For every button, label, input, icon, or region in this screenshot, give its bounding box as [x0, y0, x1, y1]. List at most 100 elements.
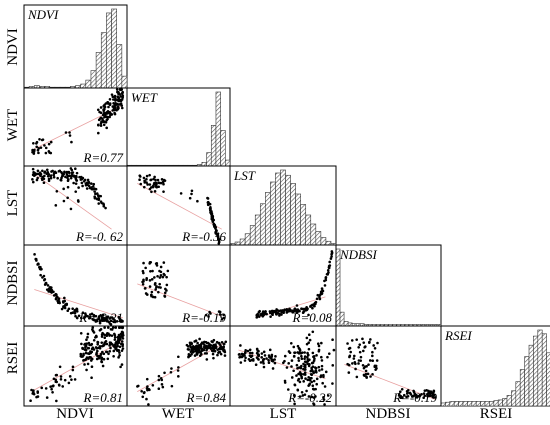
scatter-point: [116, 343, 119, 346]
scatter-point: [93, 318, 97, 322]
scatter-point: [271, 310, 275, 314]
scatter-point: [82, 358, 86, 362]
scatter-point: [355, 375, 359, 379]
scatter-point: [108, 344, 111, 347]
scatter-point: [292, 345, 296, 349]
scatter-point: [94, 346, 98, 349]
scatter-point: [113, 332, 116, 336]
scatter-panel-lst-vs-ndvi: R=-0. 62: [23, 165, 128, 246]
scatter-point: [193, 354, 197, 357]
scatter-point: [402, 393, 406, 397]
scatter-point: [80, 181, 84, 185]
hist-bar: [300, 204, 307, 246]
scatter-point: [305, 336, 309, 340]
scatter-point: [43, 170, 47, 174]
histogram-title-wet: WET: [131, 90, 158, 105]
scatter-point: [426, 394, 429, 398]
scatter-point: [105, 332, 109, 336]
scatter-point: [157, 285, 161, 289]
scatter-point: [97, 118, 101, 122]
scatter-point: [371, 359, 375, 363]
scatter-point: [311, 351, 315, 355]
scatter-point: [244, 348, 247, 352]
hist-bar: [445, 401, 451, 407]
scatter-point: [430, 391, 434, 395]
scatter-point: [80, 342, 83, 346]
scatter-point: [55, 380, 58, 384]
scatter-point: [254, 363, 258, 367]
scatter-point: [146, 385, 149, 388]
scatter-point: [163, 291, 167, 295]
scatter-point: [283, 379, 287, 383]
scatter-point: [120, 349, 124, 352]
scatter-point: [105, 126, 108, 130]
scatter-point: [153, 190, 157, 193]
scatter-point: [309, 373, 313, 376]
scatter-point: [81, 184, 84, 188]
scatter-point: [148, 279, 152, 282]
scatter-point: [365, 376, 368, 379]
scatter-point: [57, 299, 61, 303]
scatter-point: [77, 200, 80, 203]
scatter-point: [55, 373, 59, 377]
scatter-point: [311, 303, 314, 307]
scatter-point: [59, 375, 63, 378]
scatter-point: [36, 395, 40, 398]
scatter-point: [278, 314, 281, 317]
correlation-label: R=0.77: [83, 150, 124, 165]
scatter-point: [364, 369, 368, 373]
scatter-point: [141, 269, 145, 273]
scatter-point: [302, 380, 305, 383]
histogram-panel-ndbsi: NDBSI: [335, 244, 442, 327]
scatter-point: [222, 342, 226, 346]
scatter-point: [311, 330, 315, 334]
scatter-point: [41, 169, 44, 173]
scatter-point: [54, 297, 58, 301]
scatter-point: [146, 388, 149, 392]
scatter-point: [158, 282, 161, 286]
hist-bar: [458, 401, 464, 407]
hist-bar: [480, 401, 486, 407]
scatter-point: [64, 131, 68, 134]
scatter-point: [96, 197, 99, 201]
scatter-point: [65, 303, 68, 306]
scatter-point: [267, 358, 270, 362]
scatter-point: [113, 95, 116, 99]
scatter-point: [100, 335, 104, 338]
scatter-panel-rsei-vs-lst: R=-0.22: [229, 325, 337, 407]
scatter-point: [105, 316, 109, 319]
scatter-point: [316, 293, 320, 297]
trend-line: [34, 340, 124, 391]
scatter-point: [154, 288, 157, 291]
scatter-point: [373, 364, 377, 368]
scatter-point: [103, 113, 107, 117]
scatter-point: [91, 317, 95, 321]
scatter-point: [190, 348, 194, 351]
scatter-point: [110, 334, 114, 337]
scatter-point: [273, 358, 276, 361]
scatter-point: [149, 269, 152, 273]
scatter-point: [114, 101, 117, 105]
scatter-point: [288, 351, 292, 355]
scatter-point: [62, 199, 66, 203]
scatter-point: [113, 108, 117, 111]
scatter-point: [150, 278, 154, 281]
scatter-point: [115, 88, 119, 91]
scatter-point: [300, 357, 304, 361]
scatter-point: [159, 181, 163, 185]
scatter-point: [162, 190, 165, 193]
scatter-point: [218, 343, 222, 346]
scatter-point: [268, 311, 272, 315]
scatter-point: [350, 339, 354, 342]
scatter-point: [313, 301, 317, 305]
hist-bar: [210, 125, 217, 167]
scatter-point: [99, 124, 103, 127]
hist-bar: [467, 401, 473, 407]
hist-bar: [206, 152, 212, 167]
scatter-point: [223, 350, 227, 354]
scatter-point: [163, 371, 166, 375]
scatter-point: [94, 192, 97, 196]
scatter-point: [55, 189, 59, 193]
scatter-point: [43, 174, 46, 178]
